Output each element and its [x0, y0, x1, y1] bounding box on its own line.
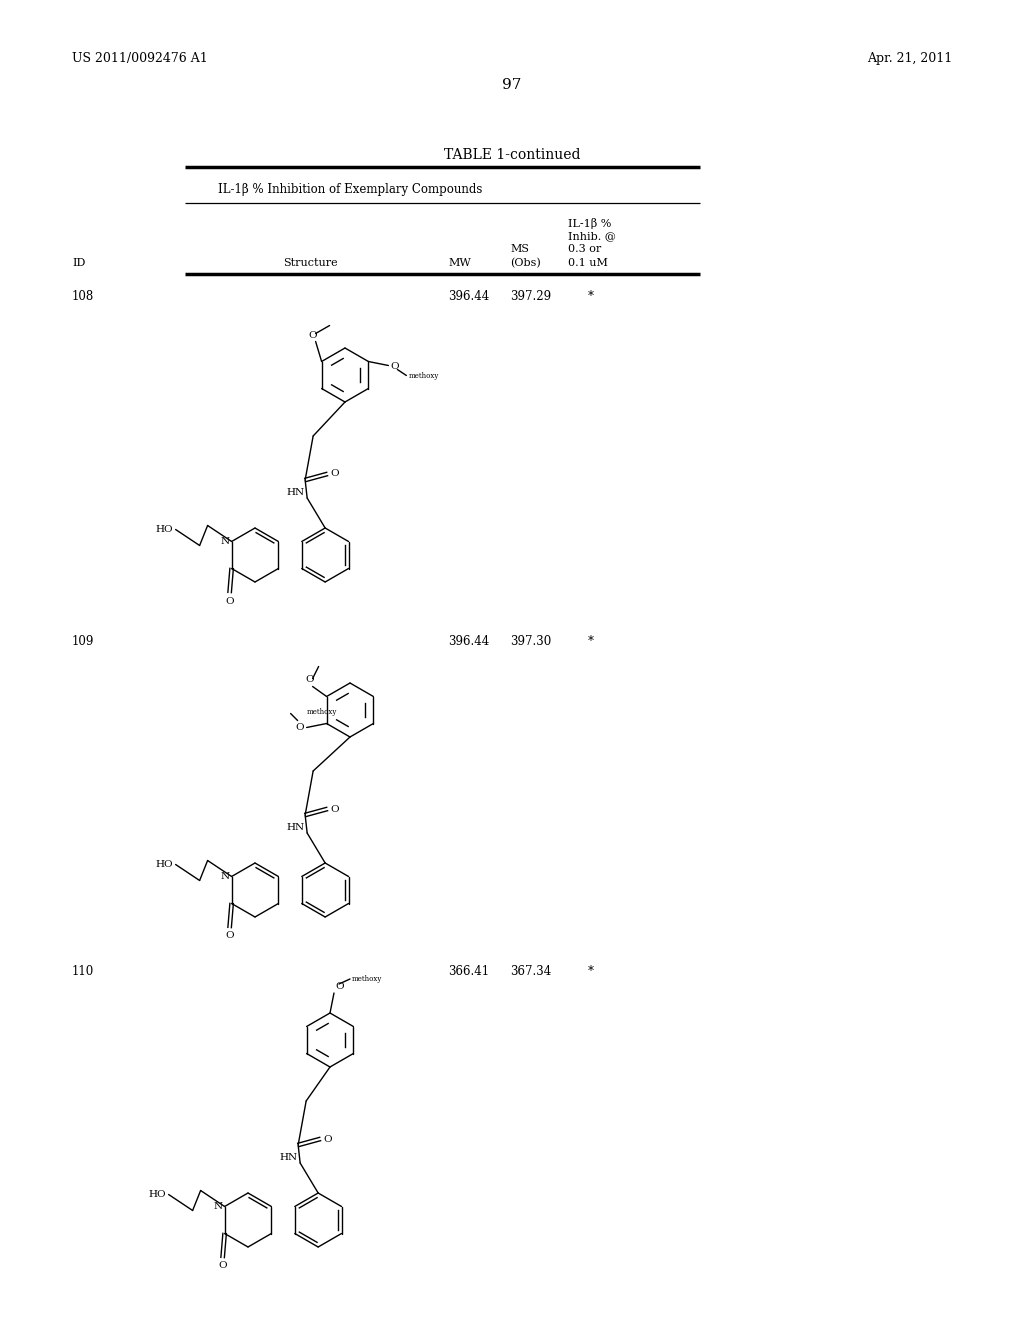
Text: 0.1 uM: 0.1 uM [568, 257, 608, 268]
Text: US 2011/0092476 A1: US 2011/0092476 A1 [72, 51, 208, 65]
Text: HN: HN [286, 488, 304, 498]
Text: O: O [305, 676, 314, 685]
Text: O: O [225, 932, 233, 940]
Text: Apr. 21, 2011: Apr. 21, 2011 [866, 51, 952, 65]
Text: N: N [220, 537, 229, 546]
Text: methoxy: methoxy [352, 975, 382, 983]
Text: MW: MW [449, 257, 471, 268]
Text: O: O [218, 1262, 227, 1270]
Text: HN: HN [286, 822, 304, 832]
Text: O: O [308, 330, 317, 339]
Text: *: * [588, 965, 594, 978]
Text: N: N [220, 873, 229, 880]
Text: TABLE 1-continued: TABLE 1-continued [443, 148, 581, 162]
Text: *: * [588, 635, 594, 648]
Text: O: O [330, 470, 339, 479]
Text: 366.41: 366.41 [449, 965, 489, 978]
Text: O: O [390, 362, 399, 371]
Text: 396.44: 396.44 [449, 290, 489, 304]
Text: IL-1β %: IL-1β % [568, 218, 611, 228]
Text: HO: HO [155, 525, 173, 535]
Text: N: N [213, 1203, 222, 1210]
Text: 396.44: 396.44 [449, 635, 489, 648]
Text: 397.30: 397.30 [510, 635, 551, 648]
Text: 397.29: 397.29 [510, 290, 551, 304]
Text: O: O [330, 804, 339, 813]
Text: ID: ID [72, 257, 85, 268]
Text: (Obs): (Obs) [510, 257, 541, 268]
Text: 367.34: 367.34 [510, 965, 551, 978]
Text: MS: MS [510, 244, 529, 253]
Text: O: O [335, 982, 344, 991]
Text: O: O [225, 597, 233, 606]
Text: 109: 109 [72, 635, 94, 648]
Text: HO: HO [148, 1191, 166, 1199]
Text: Inhib. @: Inhib. @ [568, 231, 615, 242]
Text: methoxy: methoxy [306, 708, 337, 715]
Text: 108: 108 [72, 290, 94, 304]
Text: IL-1β % Inhibition of Exemplary Compounds: IL-1β % Inhibition of Exemplary Compound… [218, 183, 482, 195]
Text: HO: HO [155, 861, 173, 869]
Text: O: O [324, 1134, 332, 1143]
Text: *: * [588, 290, 594, 304]
Text: O: O [295, 723, 304, 733]
Text: 97: 97 [503, 78, 521, 92]
Text: Structure: Structure [283, 257, 337, 268]
Text: 0.3 or: 0.3 or [568, 244, 601, 253]
Text: HN: HN [279, 1152, 297, 1162]
Text: 110: 110 [72, 965, 94, 978]
Text: methoxy: methoxy [409, 372, 438, 380]
